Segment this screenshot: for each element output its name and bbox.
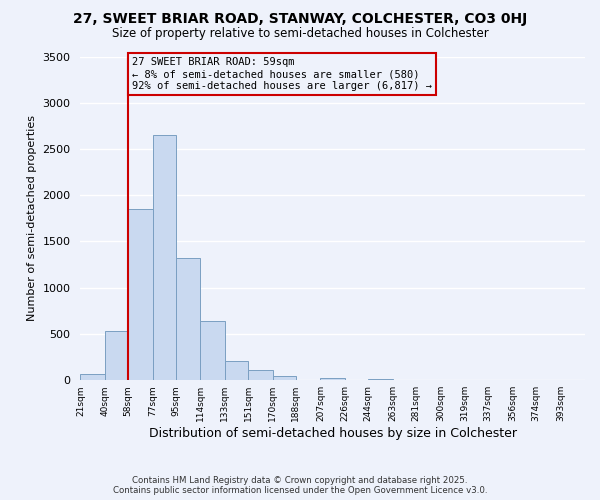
X-axis label: Distribution of semi-detached houses by size in Colchester: Distribution of semi-detached houses by …: [149, 427, 517, 440]
Bar: [176, 258, 200, 380]
Bar: [80, 374, 105, 380]
Bar: [225, 361, 248, 380]
Text: Size of property relative to semi-detached houses in Colchester: Size of property relative to semi-detach…: [112, 28, 488, 40]
Bar: [105, 331, 128, 380]
Text: 27, SWEET BRIAR ROAD, STANWAY, COLCHESTER, CO3 0HJ: 27, SWEET BRIAR ROAD, STANWAY, COLCHESTE…: [73, 12, 527, 26]
Bar: [200, 321, 225, 380]
Bar: [320, 378, 345, 380]
Bar: [248, 370, 272, 380]
Bar: [152, 135, 176, 380]
Text: 27 SWEET BRIAR ROAD: 59sqm
← 8% of semi-detached houses are smaller (580)
92% of: 27 SWEET BRIAR ROAD: 59sqm ← 8% of semi-…: [132, 58, 432, 90]
Y-axis label: Number of semi-detached properties: Number of semi-detached properties: [27, 116, 37, 322]
Bar: [272, 376, 296, 380]
Text: Contains HM Land Registry data © Crown copyright and database right 2025.
Contai: Contains HM Land Registry data © Crown c…: [113, 476, 487, 495]
Bar: [128, 209, 152, 380]
